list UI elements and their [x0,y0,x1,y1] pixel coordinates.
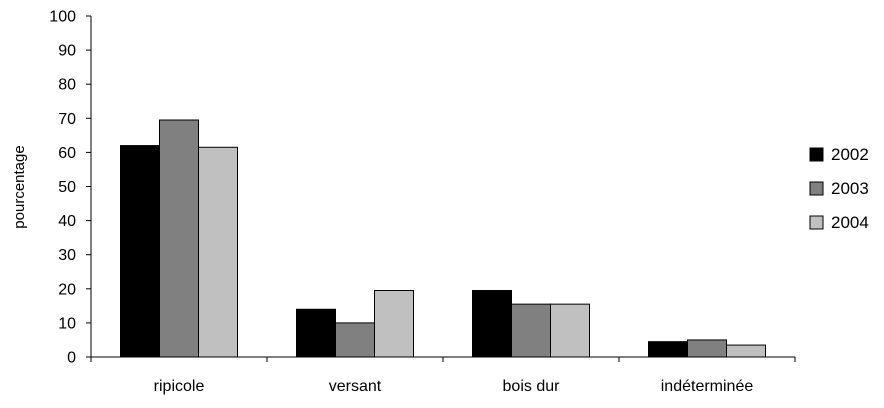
y-tick-label: 40 [58,213,76,230]
bar-2003-versant [335,322,375,358]
x-tick-label: ripicole [154,378,205,395]
bar-2003-ripicole [159,119,199,358]
y-tick-label: 0 [67,350,76,367]
bar-2004-versant [374,290,414,358]
y-tick-label: 20 [58,281,76,298]
legend-label: 2003 [831,179,869,198]
plot-area: 0 10 20 30 40 50 60 70 80 90 100 ripicole versant boi… [49,9,796,395]
legend-swatch-2003 [809,181,824,196]
legend-swatch-2002 [809,147,824,162]
bar-2002-versant [296,308,336,358]
x-tick-label: bois dur [503,378,561,395]
y-tick-label: 60 [58,145,76,162]
x-tick-label: indéterminée [661,378,754,395]
bar-2004-indéterminée [726,344,766,358]
y-tick-label: 100 [49,9,76,26]
y-tick-label: 80 [58,77,76,94]
y-tick-label: 30 [58,247,76,264]
bar-2003-indéterminée [687,339,727,358]
bar-2002-ripicole [120,145,160,358]
legend-label: 2004 [831,213,869,232]
x-tick-label: versant [329,378,382,395]
legend-swatch-2004 [809,215,824,230]
bar-2004-bois-dur [550,303,590,358]
bar-2002-indéterminée [648,341,688,358]
y-tick-label: 90 [58,43,76,60]
bar-2003-bois-dur [511,303,551,358]
bar-2002-bois-dur [472,290,512,358]
legend-label: 2002 [831,145,869,164]
y-tick-label: 50 [58,179,76,196]
y-tick-label: 10 [58,315,76,332]
legend: 2002 2003 2004 [809,145,869,232]
y-axis-label: pourcentage [11,145,28,228]
bar-2004-ripicole [198,146,238,358]
y-tick-label: 70 [58,111,76,128]
